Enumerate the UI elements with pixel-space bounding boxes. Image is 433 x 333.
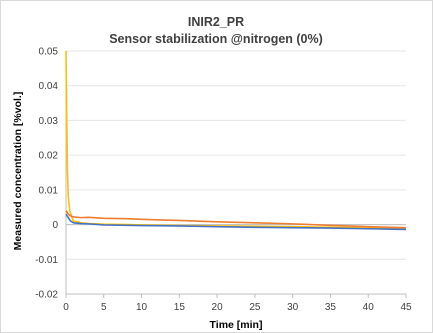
- x-tick-labels: 0 5 10 15 20 25 30 35 40 45: [63, 302, 412, 313]
- x-tick-label: 20: [212, 302, 224, 313]
- x-tick-label: 15: [174, 302, 186, 313]
- x-axis-label: Time [min]: [210, 319, 263, 331]
- series-lines: [65, 50, 407, 231]
- axes: [65, 51, 407, 298]
- x-tick-label: 45: [400, 302, 412, 313]
- y-tick-labels: -0.02 -0.01 0 0.01 0.02 0.03 0.04 0.05: [35, 47, 58, 301]
- y-tick-label: 0.02: [39, 151, 59, 162]
- y-tick-label: 0.01: [39, 185, 59, 196]
- grid-lines: [66, 50, 406, 295]
- y-tick-label: 0.04: [39, 81, 59, 92]
- x-tick-label: 30: [287, 302, 299, 313]
- x-tick-label: 5: [101, 302, 107, 313]
- y-tick-label: 0.05: [39, 47, 59, 58]
- y-tick-label: -0.01: [35, 255, 58, 266]
- x-tick-label: 40: [363, 302, 375, 313]
- x-tick-label: 25: [249, 302, 261, 313]
- series-line-3: [65, 213, 407, 231]
- y-tick-label: 0.03: [39, 116, 59, 127]
- y-tick-label: -0.02: [35, 290, 58, 301]
- chart-title: INIR2_PR: [188, 15, 244, 29]
- y-axis-label: Measured concentration [%vol.]: [12, 92, 24, 251]
- x-tick-label: 35: [325, 302, 337, 313]
- x-tick-label: 10: [136, 302, 148, 313]
- y-tick-label: 0: [52, 220, 58, 231]
- series-line-1: [65, 50, 407, 230]
- chart-subtitle: Sensor stabilization @nitrogen (0%): [109, 32, 323, 46]
- x-tick-label: 0: [63, 302, 69, 313]
- series-line-2: [65, 210, 407, 229]
